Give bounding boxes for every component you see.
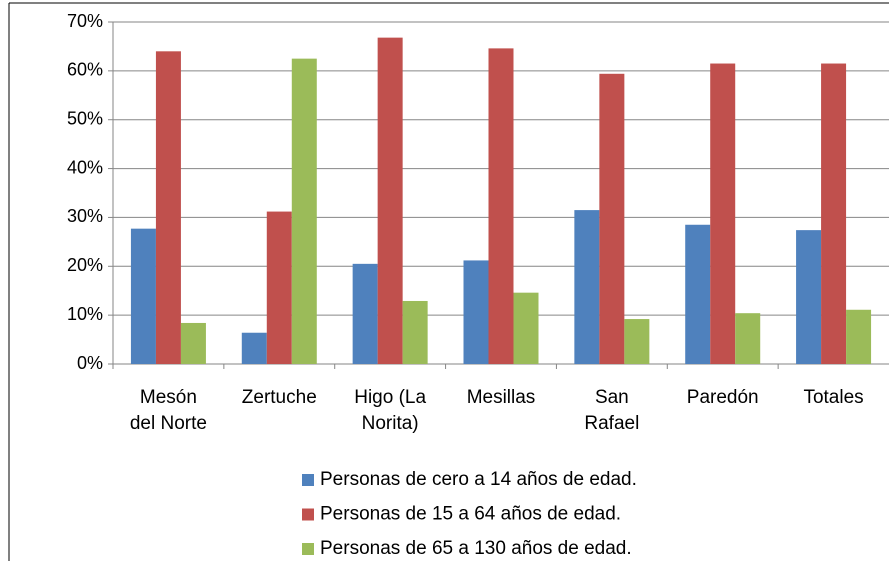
x-tick-label: Paredón bbox=[686, 387, 759, 408]
legend-swatch bbox=[302, 508, 314, 521]
bar bbox=[463, 260, 489, 364]
y-tick-label: 30% bbox=[67, 206, 103, 226]
x-tick-label: Zertuche bbox=[241, 387, 317, 408]
legend-label: Personas de cero a 14 años de edad. bbox=[320, 469, 637, 490]
y-tick-label: 40% bbox=[67, 157, 103, 177]
bar bbox=[624, 319, 650, 364]
bar bbox=[513, 292, 539, 364]
x-tick-label: Totales bbox=[803, 387, 864, 408]
bar bbox=[155, 51, 181, 365]
bar bbox=[735, 313, 761, 364]
y-tick-label: 60% bbox=[67, 60, 103, 80]
bar bbox=[402, 300, 428, 364]
bar bbox=[266, 211, 292, 364]
y-tick-label: 20% bbox=[67, 255, 103, 275]
bar bbox=[352, 263, 378, 364]
x-tick-label: Mesón del Norte bbox=[129, 387, 207, 434]
bar bbox=[291, 58, 317, 365]
bar bbox=[180, 322, 206, 364]
x-tick-label: Higo (La Norita) bbox=[354, 387, 427, 434]
y-tick-label: 0% bbox=[77, 353, 103, 373]
y-tick-label: 50% bbox=[67, 108, 103, 128]
bar bbox=[241, 332, 267, 364]
x-tick-label: Mesillas bbox=[466, 387, 536, 408]
legend-label: Personas de 65 a 130 años de edad. bbox=[320, 538, 632, 559]
legend-label: Personas de 15 a 64 años de edad. bbox=[320, 504, 621, 525]
legend-swatch bbox=[302, 543, 314, 555]
bar bbox=[821, 63, 847, 365]
bar bbox=[574, 210, 600, 364]
bar bbox=[796, 230, 822, 364]
bar bbox=[846, 309, 872, 364]
bar bbox=[377, 37, 403, 365]
bar bbox=[488, 48, 514, 364]
bar bbox=[710, 63, 736, 365]
bar bbox=[685, 224, 711, 364]
x-tick-label: San Rafael bbox=[584, 387, 640, 434]
bar bbox=[599, 73, 625, 364]
y-tick-label: 10% bbox=[67, 304, 103, 324]
bar bbox=[130, 228, 156, 364]
y-tick-label: 70% bbox=[67, 11, 103, 31]
legend-swatch bbox=[302, 474, 314, 486]
